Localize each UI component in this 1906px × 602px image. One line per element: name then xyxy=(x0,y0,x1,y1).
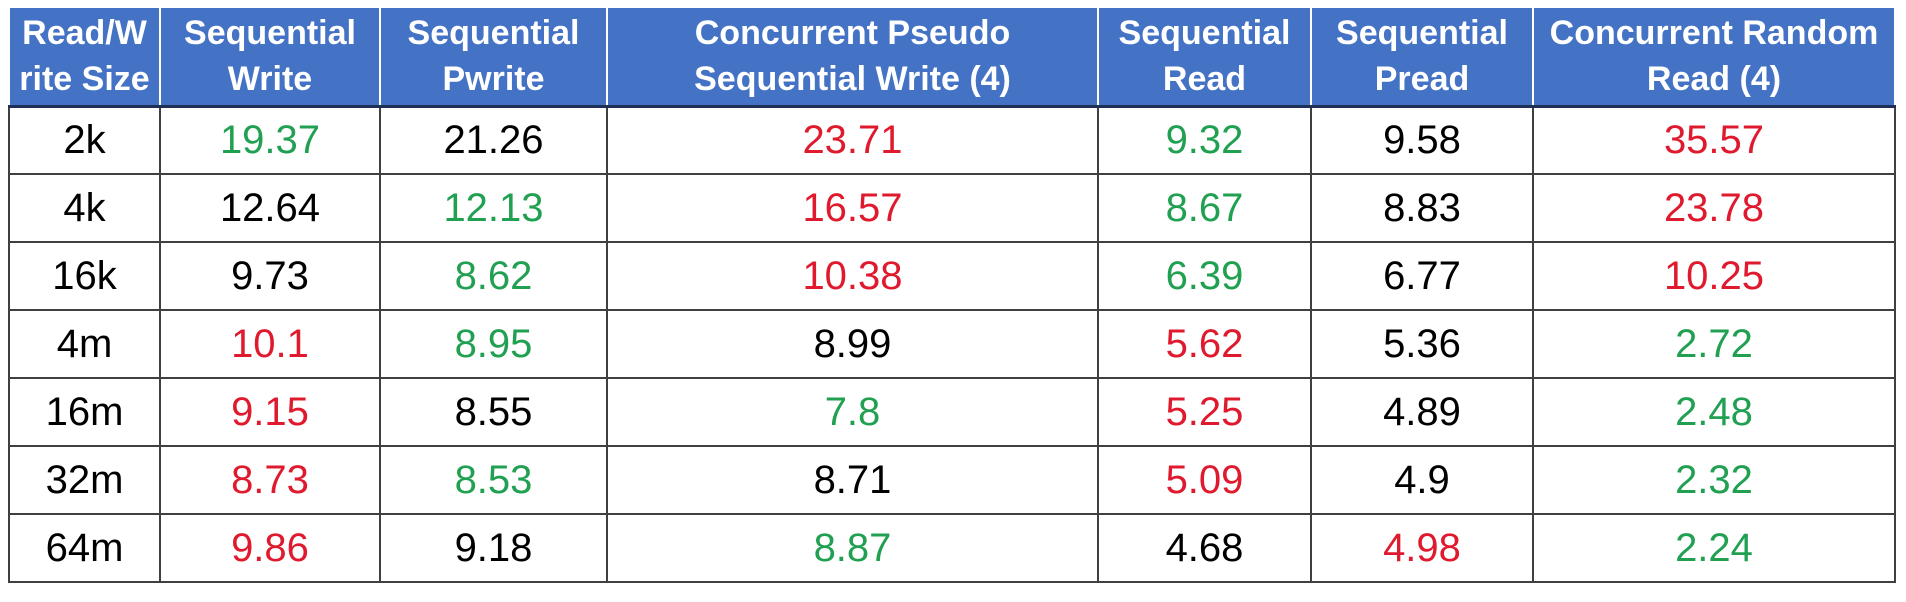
table-cell-value: 5.09 xyxy=(1097,445,1312,515)
table-cell-value: 19.37 xyxy=(159,105,381,175)
table-cell-value: 8.71 xyxy=(606,445,1099,515)
table-row: 4m 10.1 8.95 8.99 5.62 5.36 2.72 xyxy=(8,309,1896,379)
header-sequential-read: Sequential Read xyxy=(1097,8,1312,108)
table-cell-value: 9.58 xyxy=(1310,105,1534,175)
header-sequential-pwrite: Sequential Pwrite xyxy=(379,8,608,108)
row-size-label: 32m xyxy=(8,445,161,515)
header-concurrent-pseudo-sequential-write: Concurrent Pseudo Sequential Write (4) xyxy=(606,8,1099,108)
table-cell-value: 8.62 xyxy=(379,241,608,311)
table-row: 2k 19.37 21.26 23.71 9.32 9.58 35.57 xyxy=(8,105,1896,175)
table-cell-value: 2.72 xyxy=(1532,309,1896,379)
table-body: 2k 19.37 21.26 23.71 9.32 9.58 35.57 4k 12.64 12.… xyxy=(8,105,1896,583)
table-cell-value: 5.62 xyxy=(1097,309,1312,379)
table-row: 16k 9.73 8.62 10.38 6.39 6.77 10.25 xyxy=(8,241,1896,311)
row-size-label: 4k xyxy=(8,173,161,243)
table-cell-value: 5.25 xyxy=(1097,377,1312,447)
table-cell-value: 8.55 xyxy=(379,377,608,447)
header-read-write-size: Read/W rite Size xyxy=(8,8,161,108)
header-row: Read/W rite Size Sequential Write Sequenti… xyxy=(8,8,1896,108)
table-cell-value: 7.8 xyxy=(606,377,1099,447)
row-size-label: 64m xyxy=(8,513,161,583)
table-cell-value: 12.64 xyxy=(159,173,381,243)
table-cell-value: 5.36 xyxy=(1310,309,1534,379)
table-row: 64m 9.86 9.18 8.87 4.68 4.98 2.24 xyxy=(8,513,1896,583)
table-cell-value: 8.73 xyxy=(159,445,381,515)
table-cell-value: 4.89 xyxy=(1310,377,1534,447)
table-cell-value: 9.73 xyxy=(159,241,381,311)
table-cell-value: 6.39 xyxy=(1097,241,1312,311)
table-row: 32m 8.73 8.53 8.71 5.09 4.9 2.32 xyxy=(8,445,1896,515)
table-cell-value: 12.13 xyxy=(379,173,608,243)
table-row: 16m 9.15 8.55 7.8 5.25 4.89 2.48 xyxy=(8,377,1896,447)
table-cell-value: 4.68 xyxy=(1097,513,1312,583)
table-cell-value: 9.32 xyxy=(1097,105,1312,175)
table-cell-value: 23.78 xyxy=(1532,173,1896,243)
header-sequential-write: Sequential Write xyxy=(159,8,381,108)
table-cell-value: 8.99 xyxy=(606,309,1099,379)
benchmark-table: Read/W rite Size Sequential Write Sequenti… xyxy=(8,8,1896,583)
table-cell-value: 2.32 xyxy=(1532,445,1896,515)
table-cell-value: 2.24 xyxy=(1532,513,1896,583)
table-cell-value: 6.77 xyxy=(1310,241,1534,311)
row-size-label: 4m xyxy=(8,309,161,379)
table-cell-value: 8.53 xyxy=(379,445,608,515)
table-cell-value: 9.86 xyxy=(159,513,381,583)
row-size-label: 16k xyxy=(8,241,161,311)
header-sequential-pread: Sequential Pread xyxy=(1310,8,1534,108)
table-cell-value: 21.26 xyxy=(379,105,608,175)
table-cell-value: 10.25 xyxy=(1532,241,1896,311)
table-cell-value: 8.95 xyxy=(379,309,608,379)
benchmark-table-container: Read/W rite Size Sequential Write Sequenti… xyxy=(8,8,1896,583)
table-cell-value: 8.87 xyxy=(606,513,1099,583)
row-size-label: 16m xyxy=(8,377,161,447)
table-cell-value: 9.15 xyxy=(159,377,381,447)
header-concurrent-random-read: Concurrent Random Read (4) xyxy=(1532,8,1896,108)
table-cell-value: 4.9 xyxy=(1310,445,1534,515)
table-cell-value: 16.57 xyxy=(606,173,1099,243)
row-size-label: 2k xyxy=(8,105,161,175)
table-cell-value: 35.57 xyxy=(1532,105,1896,175)
table-row: 4k 12.64 12.13 16.57 8.67 8.83 23.78 xyxy=(8,173,1896,243)
table-cell-value: 23.71 xyxy=(606,105,1099,175)
table-cell-value: 8.67 xyxy=(1097,173,1312,243)
table-cell-value: 9.18 xyxy=(379,513,608,583)
table-cell-value: 10.38 xyxy=(606,241,1099,311)
table-cell-value: 2.48 xyxy=(1532,377,1896,447)
table-cell-value: 8.83 xyxy=(1310,173,1534,243)
table-cell-value: 10.1 xyxy=(159,309,381,379)
table-cell-value: 4.98 xyxy=(1310,513,1534,583)
